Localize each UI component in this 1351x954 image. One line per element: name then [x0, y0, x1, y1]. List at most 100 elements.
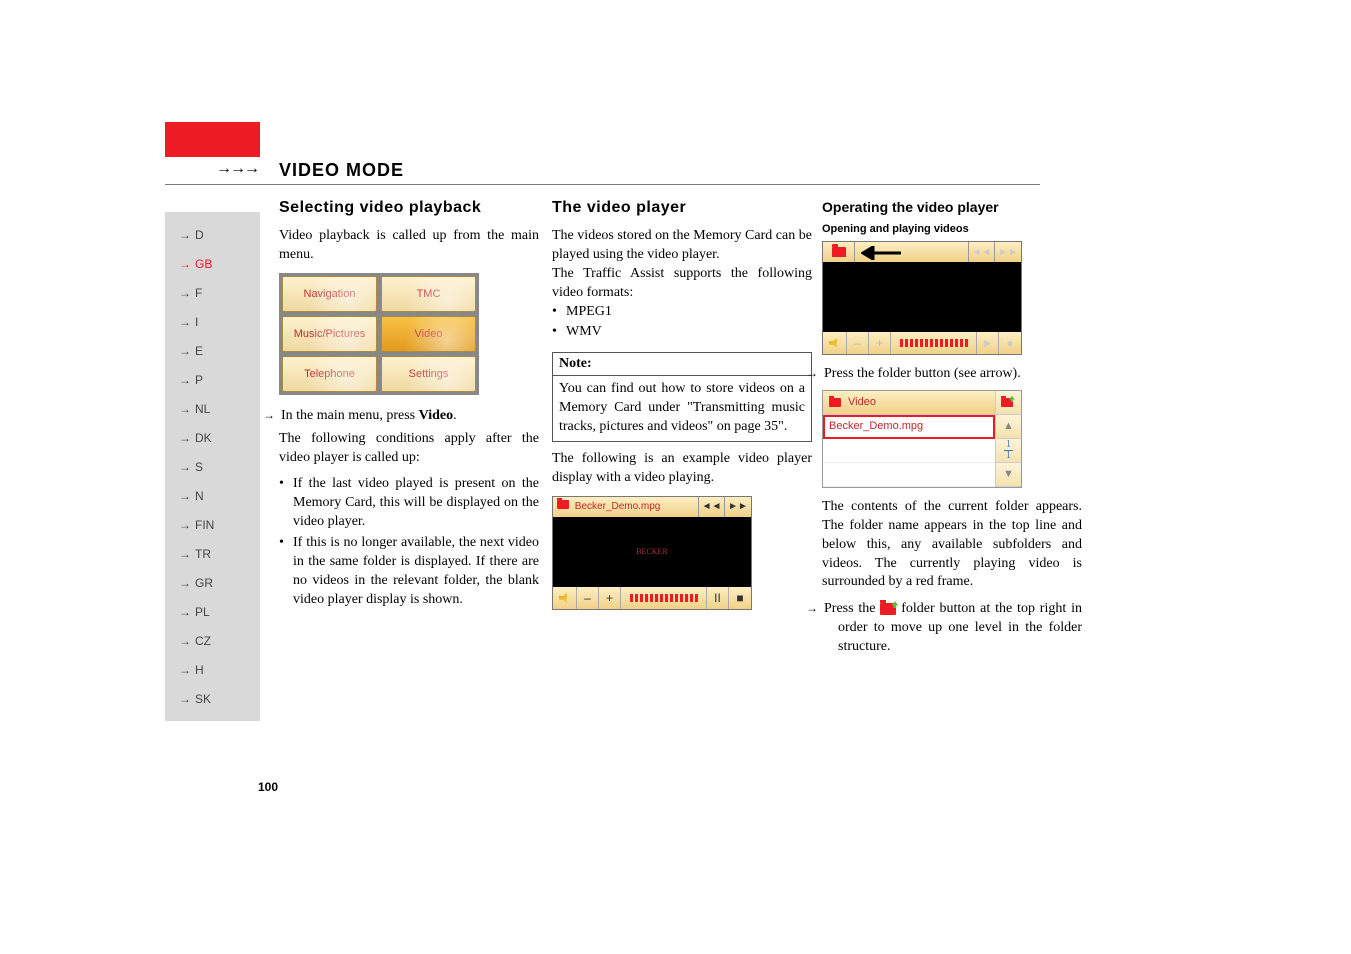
folder-icon: [557, 500, 569, 509]
progress-fill: [630, 594, 698, 602]
folder-button[interactable]: [823, 242, 855, 262]
progress-bar[interactable]: [621, 587, 707, 609]
sidebar-item-f[interactable]: →F: [165, 278, 260, 307]
progress-bar[interactable]: [891, 332, 977, 354]
folder-list-mock: Video Becker_Demo.mpg ▲ 11 ▼: [822, 390, 1022, 488]
sidebar-item-fin[interactable]: →FIN: [165, 510, 260, 539]
mainmenu-cell-telephone[interactable]: Telephone: [282, 356, 377, 392]
column-operating: Operating the video player Opening and p…: [822, 199, 1082, 661]
rewind-button-disabled: ◄◄: [969, 242, 995, 262]
arrow-icon: [861, 246, 901, 258]
video-screen-blank: [823, 262, 1021, 332]
page-number: 100: [258, 780, 278, 794]
forward-button[interactable]: ►►: [725, 497, 751, 517]
folder-row: [823, 463, 995, 487]
sidebar-item-tr[interactable]: →TR: [165, 539, 260, 568]
sidebar-item-dk[interactable]: →DK: [165, 423, 260, 452]
note-box: Note: You can find out how to store vide…: [552, 352, 812, 442]
volume-up-button[interactable]: +: [599, 587, 621, 609]
sidebar-label: GB: [195, 257, 212, 271]
sidebar-label: CZ: [195, 634, 211, 648]
language-sidebar: →D→GB→F→I→E→P→NL→DK→S→N→FIN→TR→GR→PL→CZ→…: [165, 212, 260, 721]
sidebar-label: D: [195, 228, 204, 242]
arrow-icon: →: [179, 286, 191, 300]
sidebar-item-sk[interactable]: → SK: [165, 684, 260, 713]
folder-icon: [829, 398, 841, 407]
sidebar-item-cz[interactable]: → CZ: [165, 626, 260, 655]
sidebar-item-d[interactable]: →D: [165, 220, 260, 249]
column-selecting-playback: Selecting video playback Video playback …: [279, 199, 539, 620]
col3-subtitle: Opening and playing videos: [822, 223, 1082, 235]
header-arrows: →→→: [216, 160, 258, 178]
video-title-text: Becker_Demo.mpg: [575, 501, 661, 512]
sidebar-item-nl[interactable]: →NL: [165, 394, 260, 423]
col2-title: The video player: [552, 199, 812, 217]
play-button-disabled: ►: [977, 332, 999, 354]
mainmenu-cell-video[interactable]: Video: [381, 316, 476, 352]
col1-bullets: If the last video played is present on t…: [279, 475, 539, 609]
volume-down-button[interactable]: –: [847, 332, 869, 354]
folder-row-selected[interactable]: Becker_Demo.mpg: [823, 415, 995, 439]
col3-p1: The contents of the current folder ap­pe…: [822, 498, 1082, 592]
sidebar-item-h[interactable]: →H: [165, 655, 260, 684]
col3-step1-text: Press the folder button (see arrow).: [824, 366, 1021, 381]
stop-button[interactable]: ■: [729, 587, 751, 609]
sidebar-label: S: [195, 460, 203, 474]
arrow-icon: →: [179, 634, 191, 648]
header-accent: [165, 122, 260, 157]
volume-button[interactable]: [553, 587, 577, 609]
col2-p2: The Traffic Assist supports the followin…: [552, 265, 812, 303]
folder-up-button[interactable]: [995, 391, 1021, 415]
rewind-button[interactable]: ◄◄: [699, 497, 725, 517]
sidebar-label: I: [195, 315, 198, 329]
col1-step-text-b: .: [453, 408, 457, 423]
volume-up-button[interactable]: +: [869, 332, 891, 354]
sidebar-label: H: [195, 663, 204, 677]
list-item: WMV: [552, 323, 812, 342]
arrow-icon: →: [179, 431, 191, 445]
sidebar-item-p[interactable]: →P: [165, 365, 260, 394]
scroll-up[interactable]: ▲: [995, 415, 1021, 439]
col2-p3: The following is an example video player…: [552, 450, 812, 488]
sidebar-item-n[interactable]: →N: [165, 481, 260, 510]
col1-step-text-a: In the main menu, press: [281, 408, 419, 423]
mainmenu-cell-label: Settings: [409, 368, 449, 380]
col3-step2: →Press the folder button at the top righ…: [822, 600, 1082, 657]
arrow-icon: →: [179, 373, 191, 387]
volume-down-button[interactable]: –: [577, 587, 599, 609]
mainmenu-cell-navigation[interactable]: Navigation: [282, 276, 377, 312]
arrow-icon: →: [179, 228, 191, 242]
col3-step1: →Press the folder button (see arrow).: [822, 365, 1082, 384]
sidebar-item-pl[interactable]: →PL: [165, 597, 260, 626]
sidebar-label: F: [195, 286, 202, 300]
arrow-icon: →: [179, 489, 191, 503]
pause-button[interactable]: II: [707, 587, 729, 609]
forward-button-disabled: ►►: [995, 242, 1021, 262]
sidebar-item-gb[interactable]: → GB: [165, 249, 260, 278]
sidebar-label: SK: [195, 692, 211, 706]
arrow-icon: →: [179, 692, 191, 706]
folder-header: Video: [823, 391, 995, 415]
mainmenu-cell-settings[interactable]: Settings: [381, 356, 476, 392]
arrow-icon: →: [179, 547, 191, 561]
mainmenu-cell-label: TMC: [417, 288, 441, 300]
note-title: Note:: [553, 353, 811, 376]
scroll-down[interactable]: ▼: [995, 463, 1021, 487]
col1-p1: Video playback is called up from the mai…: [279, 227, 539, 265]
video-screen-label: BECKER: [636, 547, 668, 556]
sidebar-item-gr[interactable]: →GR: [165, 568, 260, 597]
col1-title: Selecting video playback: [279, 199, 539, 217]
col3-title: Operating the video player: [822, 199, 1082, 215]
mainmenu-cell-music-pictures[interactable]: Music/Pictures: [282, 316, 377, 352]
sidebar-label: FIN: [195, 518, 214, 532]
mainmenu-cell-label: Navigation: [304, 288, 356, 300]
sidebar-item-e[interactable]: →E: [165, 336, 260, 365]
volume-button[interactable]: [823, 332, 847, 354]
sidebar-item-i[interactable]: →I: [165, 307, 260, 336]
arrow-icon: →: [179, 257, 191, 271]
col1-step-bold: Video: [419, 408, 453, 423]
sidebar-label: E: [195, 344, 203, 358]
sidebar-label: GR: [195, 576, 213, 590]
sidebar-item-s[interactable]: →S: [165, 452, 260, 481]
mainmenu-cell-tmc[interactable]: TMC: [381, 276, 476, 312]
